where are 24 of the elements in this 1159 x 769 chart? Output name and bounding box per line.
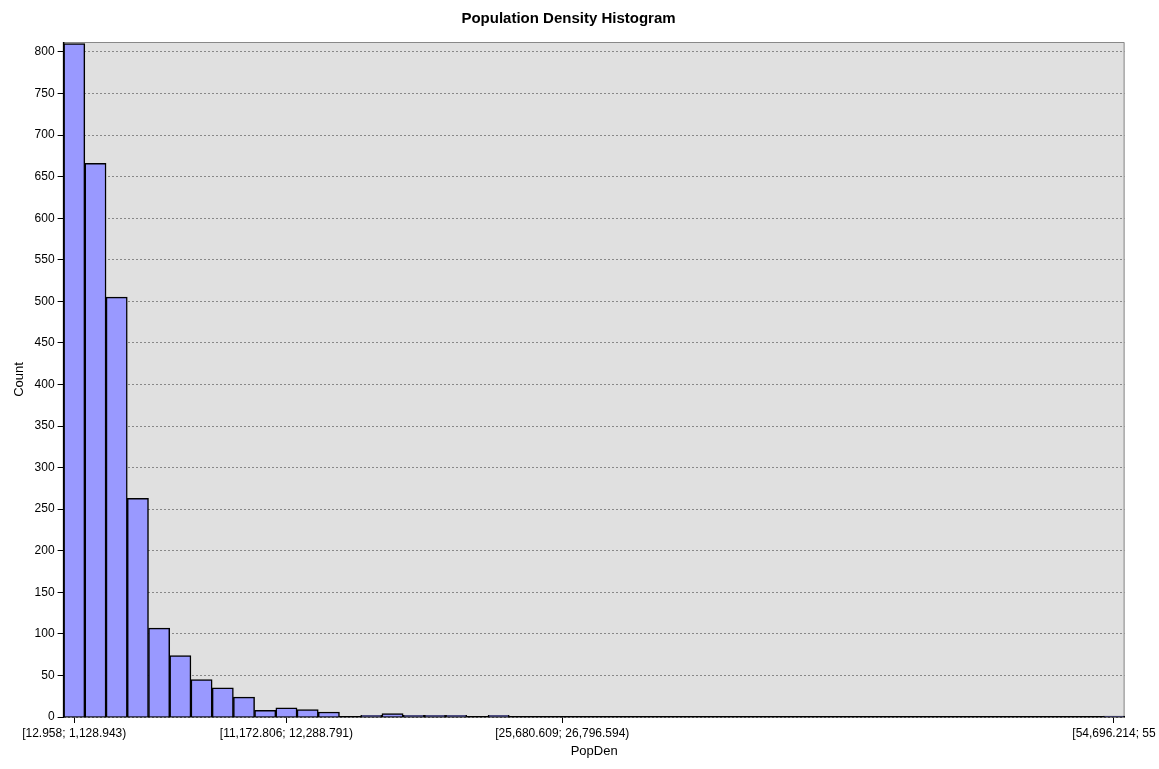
x-tick-label: [25,680.609; 26,796.594) [495, 725, 630, 740]
y-tick-label: 350 [34, 418, 55, 433]
y-tick-label: 600 [34, 210, 55, 225]
y-tick-label: 400 [34, 376, 55, 391]
y-tick-label: 150 [34, 584, 55, 599]
y-tick-label: 700 [34, 127, 55, 142]
y-tick-label: 0 [47, 709, 55, 724]
y-tick-label: 500 [34, 293, 55, 308]
x-tick-label: [11,172.806; 12,288.791) [219, 725, 354, 740]
x-tick-label: [54,696.214; 55 [1072, 725, 1157, 740]
y-tick-label: 200 [34, 543, 55, 558]
y-tick-label: 250 [34, 501, 55, 516]
y-tick-label: 300 [34, 459, 55, 474]
chart-title: Population Density Histogram [461, 9, 676, 27]
y-tick-label: 550 [34, 252, 55, 267]
y-tick-label: 650 [34, 168, 55, 183]
y-tick-label: 750 [34, 85, 55, 100]
x-tick-label: [12.958; 1,128.943) [22, 725, 127, 740]
y-axis-title: Count [11, 361, 27, 397]
x-axis-title: PopDen [570, 742, 618, 758]
y-tick-label: 450 [34, 335, 55, 350]
y-tick-label: 50 [41, 667, 55, 682]
y-tick-label: 100 [34, 626, 55, 641]
y-tick-label: 800 [34, 44, 55, 59]
